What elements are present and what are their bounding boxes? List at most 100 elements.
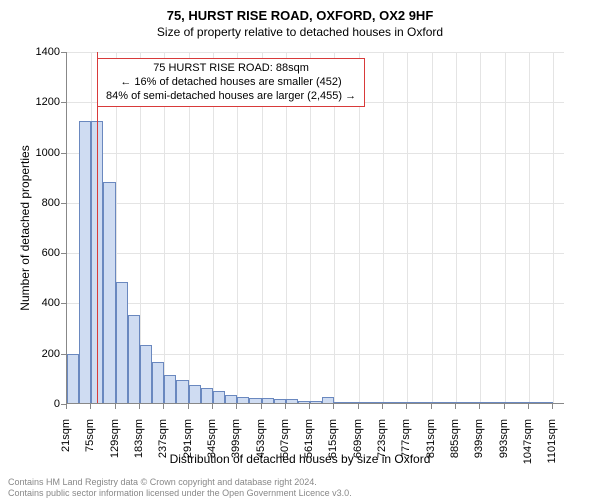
histogram-bar <box>189 385 201 403</box>
histogram-bar <box>395 402 407 403</box>
footer-attribution: Contains HM Land Registry data © Crown c… <box>8 477 352 498</box>
x-tick-label: 21sqm <box>60 419 72 469</box>
histogram-bar <box>164 375 176 403</box>
histogram-bar <box>79 121 91 403</box>
x-tick-mark <box>163 404 164 409</box>
x-tick-mark <box>382 404 383 409</box>
x-tick-label: 615sqm <box>327 419 339 469</box>
gridline-vertical <box>480 52 481 403</box>
histogram-bar <box>116 282 128 403</box>
x-tick-mark <box>528 404 529 409</box>
y-tick-label: 400 <box>20 297 60 309</box>
x-tick-mark <box>66 404 67 409</box>
y-tick-label: 1400 <box>20 46 60 58</box>
histogram-bar <box>383 402 395 403</box>
annotation-line-1: 75 HURST RISE ROAD: 88sqm <box>106 62 356 76</box>
x-tick-label: 75sqm <box>84 419 96 469</box>
histogram-bar <box>152 362 164 403</box>
gridline-vertical <box>432 52 433 403</box>
y-tick-label: 800 <box>20 197 60 209</box>
x-tick-label: 1047sqm <box>522 419 534 469</box>
x-tick-label: 1101sqm <box>546 419 558 469</box>
x-tick-label: 129sqm <box>109 419 121 469</box>
histogram-bar <box>529 402 541 403</box>
gridline-horizontal <box>67 253 564 254</box>
gridline-vertical <box>529 52 530 403</box>
histogram-bar <box>262 398 274 403</box>
x-tick-mark <box>431 404 432 409</box>
y-tick-label: 1000 <box>20 147 60 159</box>
y-tick-label: 0 <box>20 398 60 410</box>
histogram-bar <box>140 345 152 403</box>
histogram-bar <box>407 402 419 403</box>
y-tick-mark <box>61 253 66 254</box>
histogram-bar <box>359 402 371 403</box>
y-tick-mark <box>61 52 66 53</box>
x-tick-label: 669sqm <box>352 419 364 469</box>
x-tick-label: 993sqm <box>498 419 510 469</box>
annotation-line-3: 84% of semi-detached houses are larger (… <box>106 90 356 104</box>
y-tick-mark <box>61 354 66 355</box>
histogram-bar <box>274 399 286 403</box>
x-tick-label: 885sqm <box>449 419 461 469</box>
x-tick-label: 237sqm <box>157 419 169 469</box>
y-tick-mark <box>61 303 66 304</box>
x-tick-label: 723sqm <box>376 419 388 469</box>
histogram-bar <box>176 380 188 403</box>
annotation-box: 75 HURST RISE ROAD: 88sqm ← 16% of detac… <box>97 58 365 107</box>
y-tick-label: 1200 <box>20 96 60 108</box>
x-tick-label: 291sqm <box>182 419 194 469</box>
x-tick-mark <box>479 404 480 409</box>
x-tick-label: 453sqm <box>255 419 267 469</box>
x-tick-mark <box>455 404 456 409</box>
histogram-bar <box>103 182 115 403</box>
x-tick-mark <box>90 404 91 409</box>
y-tick-mark <box>61 203 66 204</box>
footer-line-2: Contains public sector information licen… <box>8 488 352 498</box>
histogram-bar <box>286 399 298 403</box>
x-tick-label: 831sqm <box>425 419 437 469</box>
histogram-bar <box>298 401 310 404</box>
x-tick-mark <box>504 404 505 409</box>
gridline-vertical <box>456 52 457 403</box>
histogram-bar <box>420 402 432 403</box>
x-tick-mark <box>358 404 359 409</box>
histogram-bar <box>201 388 213 403</box>
histogram-bar <box>249 398 261 403</box>
page-title: 75, HURST RISE ROAD, OXFORD, OX2 9HF <box>0 0 600 23</box>
footer-line-1: Contains HM Land Registry data © Crown c… <box>8 477 352 487</box>
gridline-horizontal <box>67 303 564 304</box>
x-tick-label: 561sqm <box>303 419 315 469</box>
y-tick-label: 200 <box>20 348 60 360</box>
y-tick-label: 600 <box>20 247 60 259</box>
x-tick-label: 939sqm <box>473 419 485 469</box>
x-tick-mark <box>212 404 213 409</box>
histogram-chart: 75 HURST RISE ROAD: 88sqm ← 16% of detac… <box>66 52 564 404</box>
histogram-bar <box>444 402 456 403</box>
x-tick-mark <box>115 404 116 409</box>
gridline-vertical <box>407 52 408 403</box>
histogram-bar <box>456 402 468 403</box>
histogram-bar <box>322 397 334 403</box>
x-tick-label: 183sqm <box>133 419 145 469</box>
histogram-bar <box>541 402 553 403</box>
histogram-bar <box>480 402 492 403</box>
histogram-bar <box>128 315 140 403</box>
histogram-bar <box>225 395 237 403</box>
gridline-horizontal <box>67 203 564 204</box>
x-tick-mark <box>139 404 140 409</box>
histogram-bar <box>493 402 505 403</box>
x-tick-mark <box>261 404 262 409</box>
histogram-bar <box>468 402 480 403</box>
x-tick-mark <box>406 404 407 409</box>
gridline-vertical <box>553 52 554 403</box>
histogram-bar <box>237 397 249 403</box>
gridline-vertical <box>383 52 384 403</box>
histogram-bar <box>371 402 383 403</box>
x-tick-label: 507sqm <box>279 419 291 469</box>
x-tick-label: 399sqm <box>230 419 242 469</box>
x-tick-mark <box>285 404 286 409</box>
histogram-bar <box>213 391 225 403</box>
y-tick-mark <box>61 102 66 103</box>
x-tick-mark <box>309 404 310 409</box>
